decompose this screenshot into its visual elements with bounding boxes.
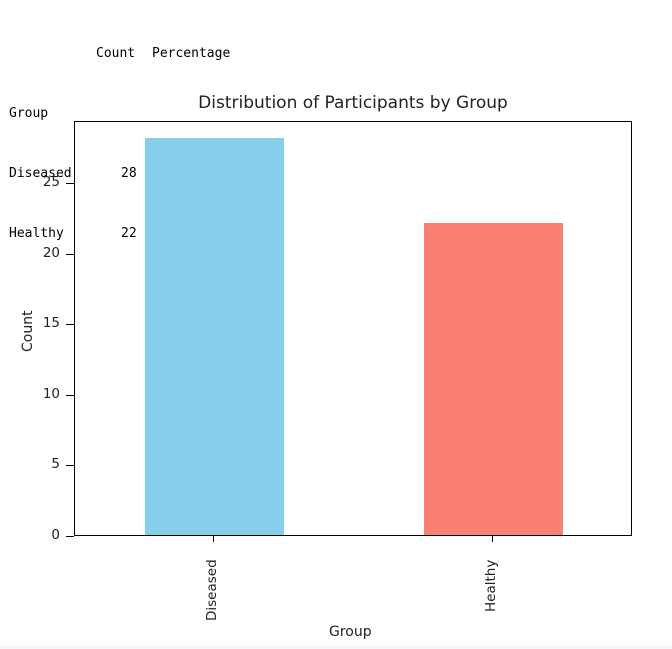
y-tick-label: 20 [42,245,60,261]
x-tick-label-diseased: Diseased [204,559,220,621]
x-tick [492,536,493,542]
row-label: Diseased [9,166,72,181]
index-name: Group [9,106,49,121]
col-header-percentage: Percentage [152,46,231,61]
x-tick-label-healthy: Healthy [483,559,499,612]
y-tick [66,465,74,466]
y-tick-label: 0 [51,527,60,543]
x-axis-title: Group [329,624,372,640]
chart-title: Distribution of Participants by Group [198,93,508,113]
row-label: Healthy [9,226,64,241]
y-tick-label: 10 [42,386,60,402]
y-tick-label: 25 [42,174,60,190]
output-footer [0,645,672,649]
y-tick [66,395,74,396]
y-tick [66,324,74,325]
y-axis-title: Count [20,310,36,352]
row-count: 22 [121,226,137,241]
row-count: 28 [121,166,137,181]
y-tick-label: 15 [42,315,60,331]
bar-diseased [145,138,284,535]
y-tick [66,254,74,255]
bar-healthy [424,223,563,535]
x-tick [213,536,214,542]
col-header-count: Count [96,46,136,61]
y-tick-label: 5 [51,456,60,472]
y-tick [66,536,74,537]
y-tick [66,183,74,184]
plot-area [74,121,632,536]
